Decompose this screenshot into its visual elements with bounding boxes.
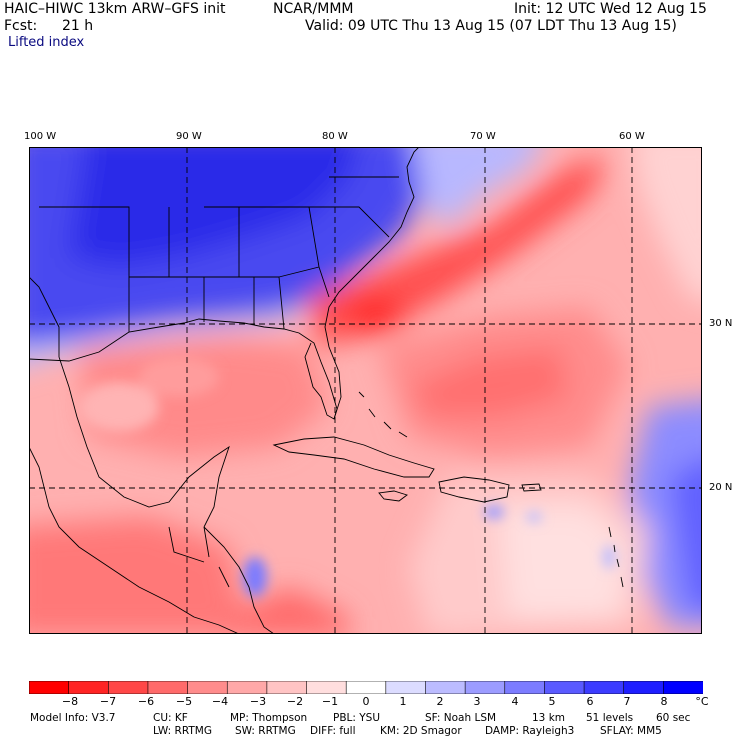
colorbar-swatch xyxy=(583,681,625,694)
model-info-res: 13 km xyxy=(532,712,566,724)
colorbar-swatch xyxy=(107,681,149,694)
colorbar-swatch xyxy=(623,681,665,694)
colorbar-swatch xyxy=(544,681,585,694)
model-info-timestep: 60 sec xyxy=(656,712,691,724)
colorbar-swatch xyxy=(425,681,466,694)
latlon-grid xyxy=(29,147,702,634)
org-label: NCAR/MMM xyxy=(273,1,354,17)
model-title: HAIC–HIWC 13km ARW–GFS init xyxy=(4,1,226,17)
colorbar-swatch xyxy=(147,681,189,694)
model-info-diff: DIFF: full xyxy=(310,725,356,737)
colorbar-swatch xyxy=(663,681,703,694)
colorbar-label: −5 xyxy=(175,695,193,708)
lon-label-100w: 100 W xyxy=(24,131,57,142)
colorbar-swatch xyxy=(29,681,70,694)
colorbar-label: −8 xyxy=(61,695,79,708)
model-info-damp: DAMP: Rayleigh3 xyxy=(485,725,575,737)
lat-label-30n: 30 N xyxy=(709,318,733,329)
colorbar-label: −3 xyxy=(249,695,267,708)
colorbar-unit: °C xyxy=(695,695,709,708)
colorbar-label: 0 xyxy=(362,695,370,708)
colorbar-swatch xyxy=(266,681,308,694)
forecast-label: Fcst: xyxy=(4,18,38,34)
colorbar-label: 3 xyxy=(473,695,481,708)
colorbar xyxy=(29,681,703,694)
lat-label-20n: 20 N xyxy=(709,482,733,493)
colorbar-label: 8 xyxy=(660,695,668,708)
colorbar-label: −4 xyxy=(211,695,229,708)
model-info-mp: MP: Thompson xyxy=(230,712,308,724)
colorbar-label: 5 xyxy=(548,695,556,708)
colorbar-swatch xyxy=(226,681,268,694)
colorbar-label: −2 xyxy=(286,695,304,708)
lon-label-70w: 70 W xyxy=(470,131,496,142)
colorbar-label: −1 xyxy=(321,695,339,708)
lon-label-90w: 90 W xyxy=(176,131,202,142)
forecast-hour: 21 h xyxy=(62,18,94,34)
colorbar-label: 2 xyxy=(436,695,444,708)
colorbar-label: 4 xyxy=(511,695,519,708)
lifted-index-map xyxy=(29,147,702,634)
field-shading xyxy=(29,147,702,634)
model-info-pbl: PBL: YSU xyxy=(333,712,381,724)
model-info-km: KM: 2D Smagor xyxy=(380,725,462,737)
colorbar-swatch xyxy=(68,681,110,694)
field-name: Lifted index xyxy=(8,35,85,50)
lon-label-80w: 80 W xyxy=(322,131,348,142)
valid-time: Valid: 09 UTC Thu 13 Aug 15 (07 LDT Thu … xyxy=(305,18,677,34)
model-info-levels: 51 levels xyxy=(586,712,634,724)
colorbar-swatch xyxy=(385,681,427,694)
colorbar-swatch xyxy=(187,681,229,694)
coastlines xyxy=(29,147,624,634)
colorbar-swatch xyxy=(306,681,347,694)
model-info-sw: SW: RRTMG xyxy=(235,725,296,737)
colorbar-swatch xyxy=(504,681,546,694)
init-time: Init: 12 UTC Wed 12 Aug 15 xyxy=(514,1,707,17)
colorbar-swatch xyxy=(345,681,387,694)
model-info-cu: CU: KF xyxy=(153,712,188,724)
model-info-lw: LW: RRTMG xyxy=(153,725,212,737)
model-info-sflay: SFLAY: MM5 xyxy=(600,725,662,737)
model-info-sf: SF: Noah LSM xyxy=(425,712,497,724)
colorbar-label: 7 xyxy=(623,695,631,708)
colorbar-label: 6 xyxy=(586,695,594,708)
colorbar-label: −6 xyxy=(137,695,155,708)
colorbar-swatch xyxy=(464,681,506,694)
colorbar-label: 1 xyxy=(399,695,407,708)
colorbar-label: −7 xyxy=(99,695,117,708)
model-info-version: Model Info: V3.7 xyxy=(30,712,116,724)
lon-label-60w: 60 W xyxy=(619,131,645,142)
